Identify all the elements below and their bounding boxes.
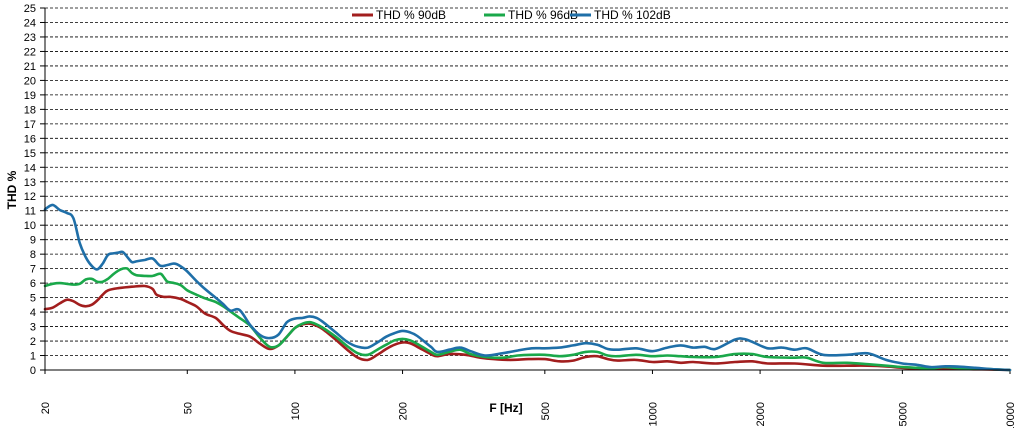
y-tick-label: 25	[24, 3, 36, 15]
x-tick-label: 500	[540, 402, 552, 420]
y-tick-label: 8	[30, 249, 36, 261]
series-line-3	[43, 203, 1012, 372]
x-tick-label: 5000	[897, 402, 909, 426]
y-tick-label: 15	[24, 148, 36, 160]
y-tick-label: 19	[24, 90, 36, 102]
axes	[44, 8, 1010, 371]
x-tick-label: 50	[182, 402, 194, 414]
y-axis-title: THD %	[5, 170, 19, 209]
legend-label: THD % 102dB	[594, 8, 671, 22]
y-tick-labels: 0123456789101112131415161718192021222324…	[24, 3, 45, 377]
y-tick-label: 16	[24, 133, 36, 145]
x-tick-labels: 20 50 100 200 500 1000 2000 5000 10000	[40, 370, 1017, 428]
y-tick-label: 20	[24, 75, 36, 87]
y-tick-label: 12	[24, 191, 36, 203]
x-tick-label: 200	[398, 402, 410, 420]
y-tick-label: 9	[30, 235, 36, 247]
y-tick-label: 3	[30, 322, 36, 334]
series-line-1	[43, 284, 1012, 372]
y-tick-label: 23	[24, 32, 36, 44]
legend-label: THD % 96dB	[508, 8, 578, 22]
y-tick-label: 6	[30, 278, 36, 290]
y-tick-label: 24	[24, 17, 36, 29]
x-tick-label: 1000	[647, 402, 659, 426]
y-tick-label: 14	[24, 162, 36, 174]
y-tick-label: 2	[30, 336, 36, 348]
y-tick-label: 21	[24, 61, 36, 73]
legend: THD % 90dB THD % 96dB THD % 102dB	[352, 8, 671, 22]
series-lines	[43, 203, 1012, 372]
y-tick-label: 5	[30, 293, 36, 305]
y-tick-label: 17	[24, 119, 36, 131]
grid-lines	[45, 7, 1010, 356]
y-tick-label: 18	[24, 104, 36, 116]
y-tick-label: 11	[25, 206, 36, 218]
y-tick-label: 10	[24, 220, 36, 232]
x-tick-label: 2000	[755, 402, 767, 426]
y-tick-label: 4	[30, 307, 36, 319]
legend-label: THD % 90dB	[376, 8, 446, 22]
y-tick-label: 22	[24, 46, 36, 58]
series-line-2	[43, 266, 1012, 372]
y-tick-label: 13	[24, 177, 36, 189]
x-tick-label: 100	[290, 402, 302, 420]
x-axis-title: F [Hz]	[489, 401, 522, 415]
y-tick-label: 7	[30, 264, 36, 276]
x-tick-label: 10000	[1005, 402, 1017, 428]
x-tick-label: 20	[40, 402, 52, 414]
y-tick-label: 1	[30, 351, 36, 363]
y-tick-label: 0	[30, 365, 36, 377]
